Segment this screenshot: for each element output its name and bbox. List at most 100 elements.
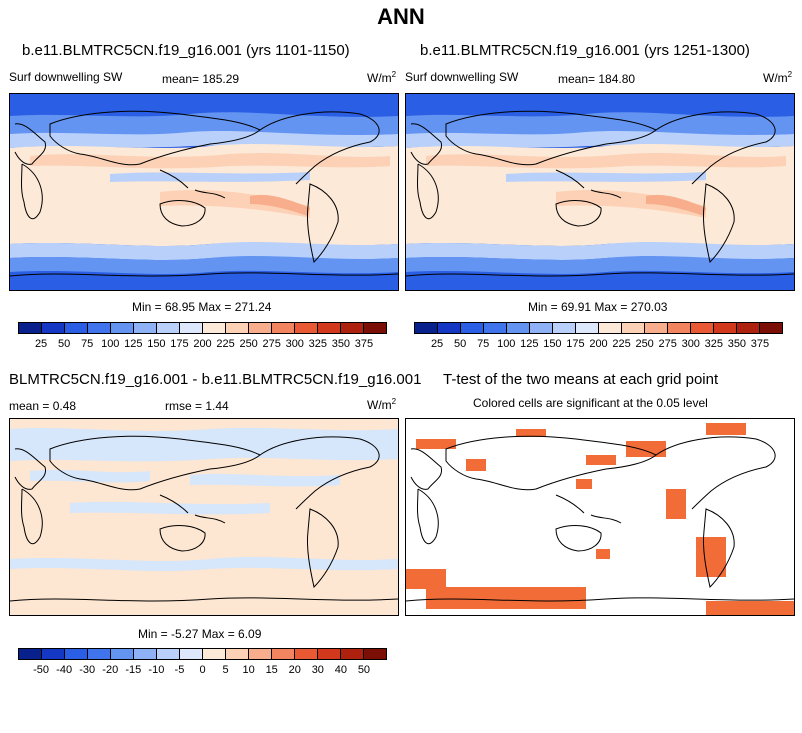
map-panel3 [9,418,399,616]
colorbar-swatch [134,649,157,659]
significant-cell [426,587,586,609]
colorbar-swatch [180,649,203,659]
map4-coast-maritime [555,494,622,524]
colorbar-swatch [180,323,203,333]
map-panel3-svg [10,419,398,615]
colorbar-swatch [484,323,507,333]
significant-cell [706,601,794,615]
colorbar-tick-label: 15 [265,664,278,676]
panel1-units-text: W/m [367,71,392,85]
map4-coast-africa-south [417,488,439,545]
map2-patch-salmon [646,194,706,216]
panel3-title: BLMTRC5CN.f19_g16.001 - b.e11.BLMTRC5CN.… [9,371,422,388]
colorbar-swatch [249,323,272,333]
panel2-minmax: Min = 69.91 Max = 270.03 [528,300,668,314]
map3-coast-north-america [259,436,380,510]
colorbar-tick-label: 200 [193,338,212,350]
map2-coast-australia [555,200,602,227]
map3-patch-mid2 [190,473,340,487]
map3-coast-south-america [307,508,339,588]
panel1-title: b.e11.BLMTRC5CN.f19_g16.001 (yrs 1101-11… [22,42,350,59]
colorbar-tick-label: 350 [727,338,747,350]
map3-coast-australia [159,525,206,552]
map1-coast-antarctica [10,272,398,277]
significant-cell [706,423,746,435]
map4-coast-south-america [703,508,735,588]
colorbar-panel1-boxes [18,322,387,334]
colorbar-tick-label: 325 [704,338,723,350]
colorbar-swatch [714,323,737,333]
map2-coast-north-america [655,111,776,185]
significant-cell [576,479,592,489]
map1-band-south-light [10,242,398,260]
colorbar-tick-label: 125 [124,338,143,350]
map1-band-south-mid [10,256,398,274]
map2-itcz [506,172,706,182]
panel2-variable: Surf downwelling SW [405,70,519,84]
colorbar-tick-label: 350 [331,338,351,350]
panel2-title: b.e11.BLMTRC5CN.f19_g16.001 (yrs 1251-13… [420,42,750,59]
colorbar-tick-label: 375 [354,338,374,350]
map-panel4-svg [406,419,794,615]
colorbar-tick-label: 250 [239,338,258,350]
colorbar-swatch [65,323,88,333]
colorbar-swatch [203,323,226,333]
colorbar-swatch [65,649,88,659]
colorbar-swatch [111,649,134,659]
colorbar-tick-label: 200 [589,338,608,350]
colorbar-panel1-labels: 25 50 75 100 125 150 175 200 225 250 275 300 325 350 3… [18,334,387,350]
colorbar-swatch [295,323,318,333]
colorbar-swatch [203,649,226,659]
significant-cell [626,441,666,457]
map2-coast-antarctica [406,272,794,277]
colorbar-panel3-boxes [18,648,387,660]
colorbar-swatch [157,649,180,659]
map-panel4 [405,418,795,616]
panel2-units: W/m2 [763,70,792,85]
map3-coast-africa-south [21,488,43,545]
map1-patch-salmon [250,194,310,216]
colorbar-swatch [341,323,364,333]
colorbar-swatch [226,649,249,659]
colorbar-swatch [645,323,668,333]
colorbar-tick-label: 20 [288,664,301,676]
map3-coast-antarctica [10,597,398,602]
panel4-subtitle: Colored cells are significant at the 0.0… [473,396,708,410]
map2-coast-south-america [703,183,735,263]
map4-coastlines [406,435,794,602]
map2-band-north-light [406,131,794,148]
colorbar-swatch [438,323,461,333]
colorbar-tick-label: 0 [199,664,206,676]
colorbar-panel2-boxes [414,322,783,334]
map1-coast-africa [14,123,47,165]
panel3-units-text: W/m [367,398,392,412]
colorbar-tick-label: 300 [285,338,304,350]
map2-band-south-peach [556,189,706,218]
significant-cell [696,537,726,577]
map1-itcz [110,172,310,182]
colorbar-swatch [88,323,111,333]
panel3-rmse: rmse = 1.44 [165,399,229,413]
map1-coast-australia [159,200,206,227]
map2-band-north-peach [426,153,786,169]
colorbar-tick-label: 225 [216,338,235,350]
colorbar-tick-label: 100 [101,338,120,350]
map1-coastlines [10,110,398,277]
map1-coast-maritime [159,169,226,199]
significant-cell [666,489,686,519]
significant-cell [516,429,546,437]
colorbar-swatch [461,323,484,333]
colorbar-swatch [364,323,386,333]
map1-band-north-light [10,131,398,148]
colorbar-tick-label: -50 [33,664,50,676]
panel1-variable: Surf downwelling SW [9,70,123,84]
colorbar-swatch [88,649,111,659]
panel1-mean: mean= 185.29 [162,72,240,86]
colorbar-swatch [249,649,272,659]
map4-coast-eurasia [445,435,657,491]
map3-patch-tropics [70,501,270,515]
colorbar-tick-label: 275 [658,338,677,350]
panel1-units-sup: 2 [391,70,397,79]
map3-coast-africa [14,448,47,490]
map1-coast-eurasia [49,110,261,166]
